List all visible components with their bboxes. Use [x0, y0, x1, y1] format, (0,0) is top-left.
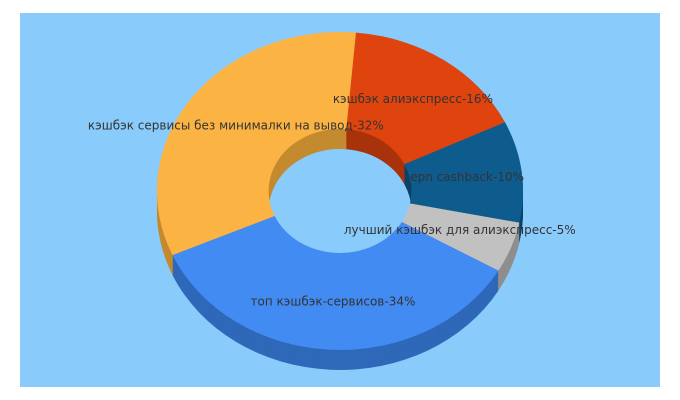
slice-label: кэшбэк сервисы без минималки на вывод-32… — [88, 119, 384, 133]
slice-label: топ кэшбэк-сервисов-34% — [251, 295, 416, 309]
slice — [157, 32, 356, 256]
slice — [404, 122, 524, 223]
slice — [401, 203, 520, 271]
slice — [346, 32, 506, 165]
slice-label: лучший кэшбэк для алиэкспресс-5% — [344, 223, 576, 237]
slice-label: кэшбэк алиэкспресс-16% — [333, 92, 493, 106]
slice — [172, 215, 499, 350]
slice-label: epn cashback-10% — [410, 170, 524, 184]
